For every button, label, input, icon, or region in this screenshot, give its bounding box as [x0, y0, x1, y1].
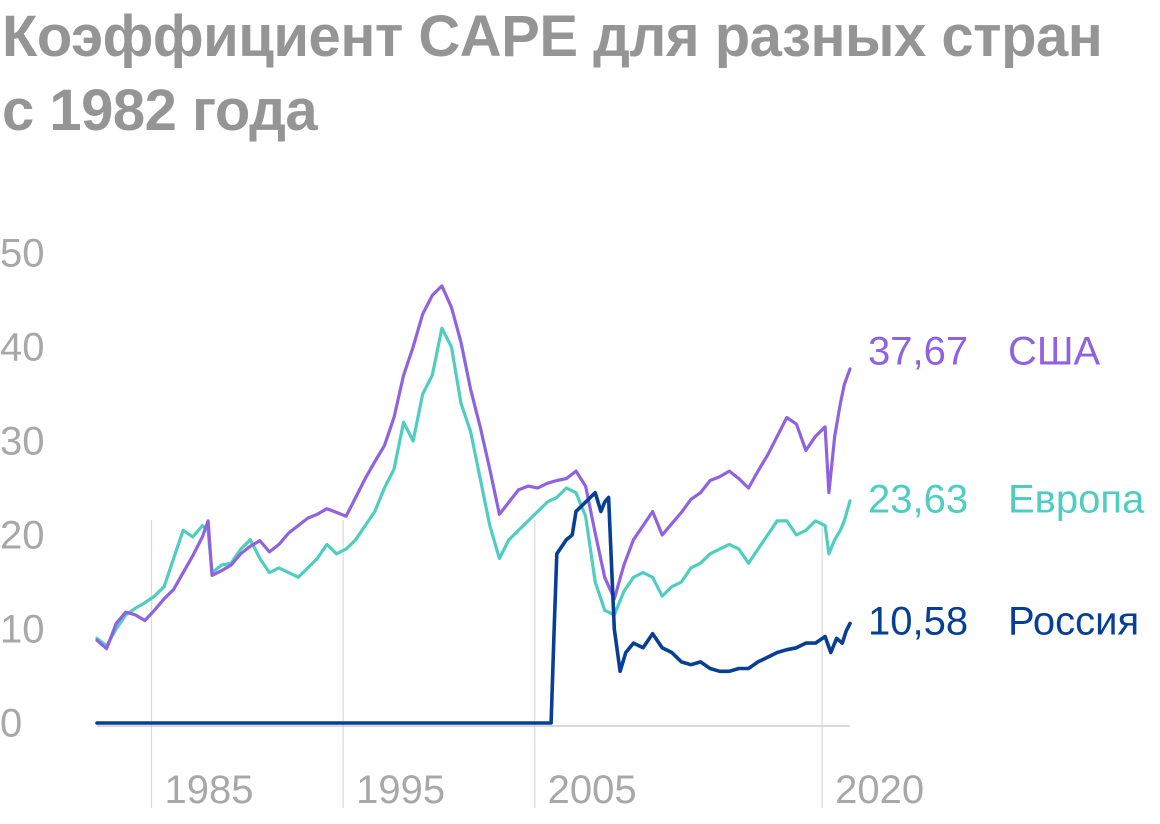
- x-tick-label-2020: 2020: [835, 768, 924, 812]
- y-tick-label-40: 40: [0, 326, 45, 370]
- end-value-europe: 23,63: [868, 478, 968, 522]
- y-tick-label-50: 50: [0, 232, 45, 276]
- end-value-russia: 10,58: [868, 600, 968, 644]
- end-name-europe: Европа: [1008, 478, 1145, 522]
- end-labels: 37,67 США 23,63 Европа 10,58 Россия: [868, 330, 1145, 644]
- x-tick-label-1985: 1985: [164, 768, 253, 812]
- gridlines: [150, 520, 823, 808]
- series-lines: [95, 284, 852, 725]
- y-axis-ticks: 0 10 20 30 40 50: [0, 232, 45, 746]
- x-axis-ticks: 1985 1995 2005 2020: [164, 768, 924, 812]
- end-value-usa: 37,67: [868, 330, 968, 374]
- y-tick-label-0: 0: [0, 702, 22, 746]
- series-line-russia: [95, 490, 852, 725]
- x-tick-label-2005: 2005: [548, 768, 637, 812]
- y-tick-label-10: 10: [0, 608, 45, 652]
- end-name-russia: Россия: [1008, 600, 1139, 644]
- series-line-europe: [95, 326, 852, 648]
- y-tick-label-30: 30: [0, 420, 45, 464]
- x-tick-label-1995: 1995: [356, 768, 445, 812]
- chart-title: Коэффициент CAPE для разных стран с 1982…: [2, 4, 1103, 143]
- series-line-usa: [95, 284, 852, 651]
- y-tick-label-20: 20: [0, 514, 45, 558]
- end-name-usa: США: [1008, 330, 1101, 374]
